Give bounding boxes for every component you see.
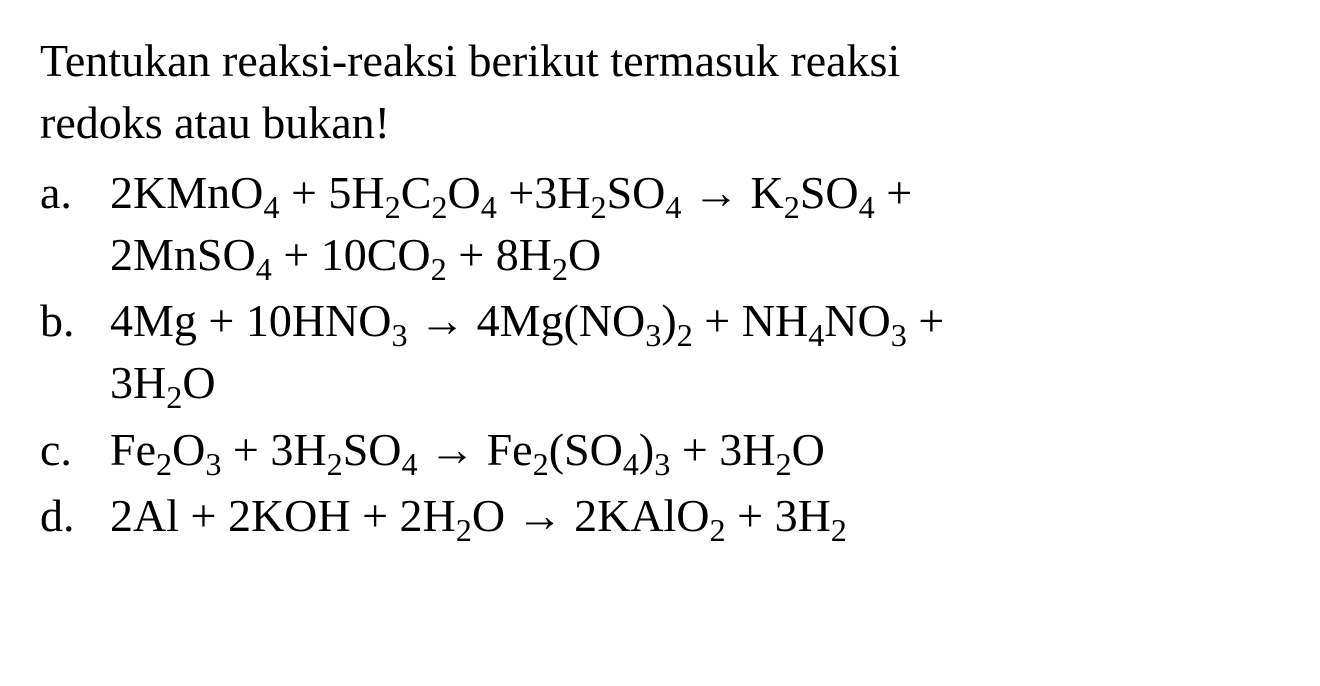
- item-b-letter: b.: [40, 290, 110, 352]
- item-c-line-1: Fe2O3 + 3H2SO4 → Fe2(SO4)3 + 3H2O: [110, 419, 1280, 481]
- item-b-content: 4Mg + 10HNO3 → 4Mg(NO3)2 + NH4NO3 + 3H2O: [110, 290, 1280, 414]
- chemistry-problem: Tentukan reaksi-reaksi berikut termasuk …: [40, 30, 1280, 547]
- item-a-content: 2KMnO4 + 5H2C2O4 +3H2SO4 → K2SO4 + 2MnSO…: [110, 162, 1280, 286]
- item-a-letter: a.: [40, 162, 110, 224]
- items-list: a. 2KMnO4 + 5H2C2O4 +3H2SO4 → K2SO4 + 2M…: [40, 162, 1280, 547]
- prompt: Tentukan reaksi-reaksi berikut termasuk …: [40, 30, 1280, 154]
- item-a-line-1: 2KMnO4 + 5H2C2O4 +3H2SO4 → K2SO4 +: [110, 162, 1280, 224]
- item-d-line-1: 2Al + 2KOH + 2H2O → 2KAlO2 + 3H2: [110, 485, 1280, 547]
- item-d: d. 2Al + 2KOH + 2H2O → 2KAlO2 + 3H2: [40, 485, 1280, 547]
- item-c: c. Fe2O3 + 3H2SO4 → Fe2(SO4)3 + 3H2O: [40, 419, 1280, 481]
- prompt-line-1: Tentukan reaksi-reaksi berikut termasuk …: [40, 35, 900, 86]
- item-c-content: Fe2O3 + 3H2SO4 → Fe2(SO4)3 + 3H2O: [110, 419, 1280, 481]
- item-a-line-2: 2MnSO4 + 10CO2 + 8H2O: [110, 224, 1280, 286]
- item-b: b. 4Mg + 10HNO3 → 4Mg(NO3)2 + NH4NO3 + 3…: [40, 290, 1280, 414]
- prompt-line-2: redoks atau bukan!: [40, 97, 390, 148]
- item-b-line-1: 4Mg + 10HNO3 → 4Mg(NO3)2 + NH4NO3 +: [110, 290, 1280, 352]
- item-a: a. 2KMnO4 + 5H2C2O4 +3H2SO4 → K2SO4 + 2M…: [40, 162, 1280, 286]
- item-d-letter: d.: [40, 485, 110, 547]
- item-b-line-2: 3H2O: [110, 352, 1280, 414]
- item-c-letter: c.: [40, 419, 110, 481]
- item-d-content: 2Al + 2KOH + 2H2O → 2KAlO2 + 3H2: [110, 485, 1280, 547]
